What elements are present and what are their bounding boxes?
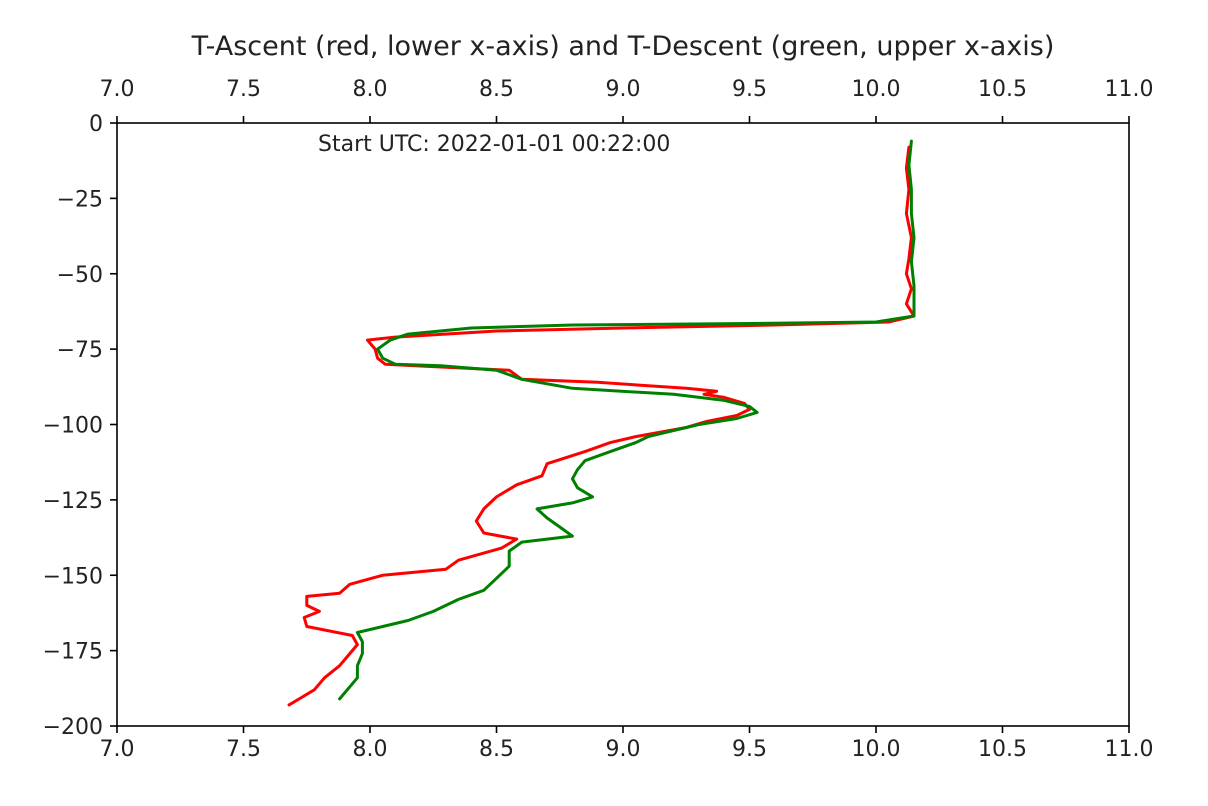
- x-top-tick-label: 10.5: [978, 77, 1027, 102]
- x-bottom-tick-label: 9.5: [732, 737, 767, 762]
- ticks-layer: 7.0 7.5 8.0 8.5 9.0 9.5 10.0 10.5 11.0 7.0 7.5 8.0 8…: [43, 77, 1154, 762]
- x-bottom-tick-label: 7.0: [100, 737, 135, 762]
- y-tick-label: −25: [57, 187, 103, 212]
- y-tick-label: −150: [43, 564, 103, 589]
- y-tick-label: −200: [43, 715, 103, 740]
- y-tick-label: −75: [57, 338, 103, 363]
- x-top-tick-label: 10.0: [852, 77, 901, 102]
- start-utc-annotation: Start UTC: 2022-01-01 00:22:00: [318, 132, 670, 157]
- y-tick-label: −50: [57, 263, 103, 288]
- x-top-tick-label: 7.5: [226, 77, 261, 102]
- x-bottom-tick-label: 9.0: [606, 737, 641, 762]
- x-top-tick-label: 9.0: [606, 77, 641, 102]
- x-top-tick-label: 11.0: [1105, 77, 1154, 102]
- x-bottom-tick-label: 11.0: [1105, 737, 1154, 762]
- x-top-tick-label: 8.0: [353, 77, 388, 102]
- series-layer: [287, 139, 916, 707]
- y-tick-label: 0: [89, 112, 103, 137]
- y-tick-label: −125: [43, 489, 103, 514]
- chart-title: T-Ascent (red, lower x-axis) and T-Desce…: [191, 31, 1055, 62]
- x-bottom-tick-label: 10.0: [852, 737, 901, 762]
- descent-series-line: [338, 139, 916, 701]
- y-tick-label: −175: [43, 640, 103, 665]
- x-top-tick-label: 7.0: [100, 77, 135, 102]
- ascent-series-line: [287, 145, 916, 707]
- x-bottom-tick-label: 8.0: [353, 737, 388, 762]
- x-bottom-tick-label: 7.5: [226, 737, 261, 762]
- y-tick-label: −100: [43, 414, 103, 439]
- x-top-tick-label: 8.5: [479, 77, 514, 102]
- x-bottom-tick-label: 8.5: [479, 737, 514, 762]
- x-top-tick-label: 9.5: [732, 77, 767, 102]
- plot-frame: [116, 122, 1130, 727]
- x-bottom-tick-label: 10.5: [978, 737, 1027, 762]
